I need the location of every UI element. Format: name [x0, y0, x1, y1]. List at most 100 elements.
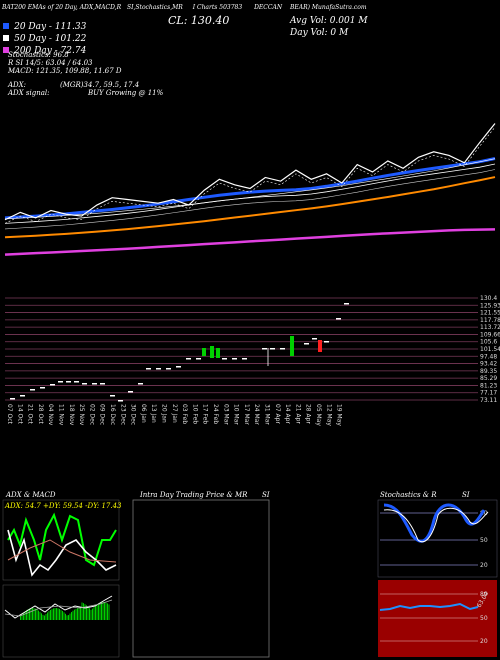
stoch-panel-title: Stochastics & R: [380, 491, 437, 499]
y-tick-label: 125.93: [480, 302, 500, 309]
intraday-title-suffix: SI: [262, 491, 270, 499]
date-label: 11 Nov: [58, 404, 65, 426]
date-label: 14 Apr: [284, 404, 291, 424]
bull-candle: [290, 336, 294, 356]
envelope-low-line: [4, 163, 496, 224]
macd-histogram-bar: [38, 610, 39, 620]
price-dash: [128, 391, 133, 393]
envelope-low2-line: [4, 169, 496, 230]
y-tick-label: 117.78: [480, 317, 500, 324]
date-label: 09 Dec: [99, 404, 106, 425]
date-label: 27 Jan: [171, 404, 178, 423]
date-label: 21 Apr: [294, 404, 301, 424]
y-tick-label: 81.23: [480, 382, 497, 389]
intraday-panel: [132, 499, 270, 658]
header-left: BAT200 EMAs of 20 Day, ADX,MACD,R: [2, 4, 122, 11]
date-label: 24 Mar: [253, 404, 260, 425]
y-tick-label: 93.42: [480, 361, 497, 368]
macd-histogram-bar: [90, 609, 92, 620]
date-label: 07 Oct: [6, 404, 13, 425]
price-dash: [270, 348, 275, 350]
macd-histogram-bar: [51, 609, 53, 620]
macd-histogram-bar: [42, 614, 44, 620]
macd-histogram-bar: [93, 607, 95, 620]
bear-candle: [318, 340, 322, 352]
header-line: BAT200 EMAs of 20 Day, ADX,MACD,R SI,Sto…: [2, 4, 367, 11]
macd-histogram-bar: [96, 604, 98, 620]
macd-histogram-bar: [56, 608, 57, 620]
price-dash: [280, 348, 285, 350]
stoch-level-label: 20: [480, 562, 488, 569]
macd-histogram-bar: [65, 613, 66, 620]
price-dash: [156, 368, 161, 370]
price-dash: [232, 358, 237, 360]
price-dash: [50, 384, 55, 386]
date-label: 16 Dec: [109, 404, 116, 425]
macd-histogram-bar: [77, 608, 78, 620]
price-dash: [118, 400, 123, 402]
date-label: 02 Dec: [88, 404, 95, 425]
header-code: I Charts 503783: [192, 4, 243, 11]
date-label: 04 Nov: [47, 404, 54, 426]
macd-histogram-bar: [21, 614, 23, 620]
macd-panel: [2, 584, 120, 658]
macd-histogram-bar: [98, 603, 99, 620]
macd-histogram-bar: [45, 613, 47, 620]
price-dash: [222, 358, 227, 360]
date-label: 20 Jan: [161, 404, 168, 423]
ema20-swatch: [3, 23, 9, 29]
price-dash: [336, 318, 341, 320]
rsi-level-label: 50: [480, 615, 488, 622]
price-dash: [66, 381, 71, 383]
macd-histogram-bar: [81, 602, 83, 620]
date-label: 25 Nov: [78, 404, 85, 426]
y-tick-label: 130.4: [480, 295, 497, 302]
ema50-label: 50 Day - 101.22: [14, 34, 87, 44]
adx-plus-line: [7, 512, 117, 567]
macd-histogram-bar: [108, 604, 110, 620]
price-dash: [146, 368, 151, 370]
stoch-panel-title-suffix: SI: [462, 491, 470, 499]
y-tick-label: 109.66: [480, 331, 500, 338]
ema20-label: 20 Day - 111.33: [14, 22, 87, 32]
macd-histogram-bar: [50, 609, 51, 620]
y-tick-label: 89.35: [480, 368, 497, 375]
macd-histogram-bar: [102, 602, 104, 620]
macd-histogram-bar: [99, 602, 101, 620]
macd-histogram-bar: [87, 606, 89, 620]
macd-histogram-bar: [57, 608, 59, 620]
y-tick-label: 97.48: [480, 353, 497, 360]
macd-histogram-bar: [75, 608, 77, 620]
adx-signal-value: BUY Growing @ 11%: [88, 89, 164, 97]
date-label: 13 Jan: [150, 404, 157, 423]
date-label: 28 Apr: [305, 404, 312, 424]
rsi-level-label: 20: [480, 638, 488, 645]
y-tick-label: 77.17: [480, 390, 497, 397]
macd-histogram-bar: [29, 608, 30, 620]
price-dash: [166, 368, 171, 370]
stoch-k-line: [383, 503, 486, 543]
adx-values: (MGR)34.7, 59.5, 17.4: [60, 81, 140, 89]
date-label: 07 Apr: [274, 404, 281, 424]
date-label: 06 Jan: [140, 404, 147, 423]
price-dash: [344, 303, 349, 305]
y-tick-label: 113.72: [480, 324, 500, 331]
ema200-label: 200 Day - 72.74: [14, 46, 87, 56]
macd-histogram-bar: [63, 612, 65, 620]
price-dash: [110, 395, 115, 397]
price-dash: [138, 383, 143, 385]
rsi-line: [379, 602, 479, 611]
macd-histogram-bar: [36, 609, 38, 620]
y-tick-label: 121.55: [480, 310, 500, 317]
macd-histogram-bar: [105, 602, 107, 620]
stoch-label: Stochastics: 96.8: [8, 51, 69, 59]
price-dash: [10, 398, 15, 400]
macd-histogram-bar: [68, 615, 69, 620]
macd-histogram-bar: [54, 608, 56, 620]
envelope-mid-line: [4, 158, 496, 220]
bull-candle: [202, 348, 206, 356]
macd-histogram-bar: [84, 604, 86, 620]
close-label: CL: 130.40: [168, 14, 230, 27]
date-label: 03 Mar: [222, 404, 229, 425]
y-tick-label: 85.29: [480, 375, 497, 382]
